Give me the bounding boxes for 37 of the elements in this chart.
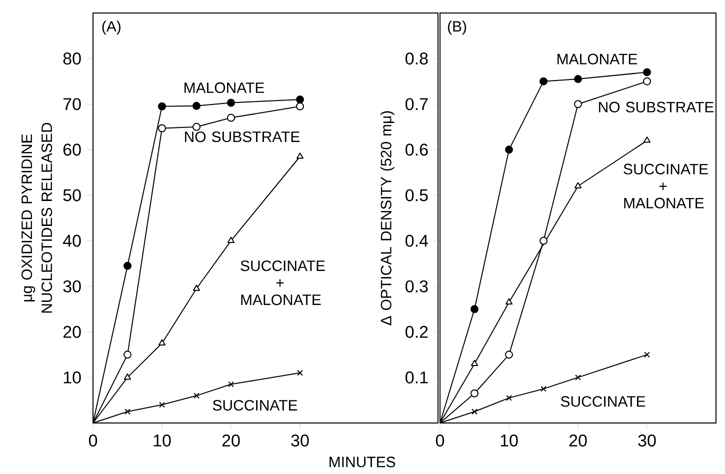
series-label: MALONATE: [184, 82, 264, 94]
y-tick-label: 40: [62, 234, 81, 247]
x-axis-title: MINUTES: [330, 456, 396, 468]
y-tick-label: 0.6: [406, 144, 428, 156]
series-label: NO SUBSTRATE: [599, 102, 714, 112]
y-tick-label: 0.1: [406, 371, 428, 384]
series-label: SUCCINATE: [560, 396, 646, 407]
chart-title: (A): [102, 20, 120, 35]
y-tick-label: 0.7: [406, 98, 428, 110]
chart-title: (B): [448, 20, 466, 35]
y-tick-label: 50: [63, 189, 81, 202]
x-tick-label: 10: [154, 434, 171, 447]
x-tick-label: 30: [291, 434, 309, 447]
x-tick-label: 0: [88, 434, 98, 447]
y-tick-label: 0.3: [406, 280, 428, 292]
y-tick-label: 0.8: [406, 52, 428, 65]
y-axis-title: μg OXIDIZED PYRIDINE NUCLEOTIDES RELEASED: [21, 122, 52, 313]
x-tick-label: 20: [222, 434, 240, 447]
y-tick-label: 20: [63, 326, 81, 338]
x-tick-label: 0: [436, 434, 444, 447]
y-tick-label: 10: [64, 371, 81, 384]
series-label: NO SUBSTRATE: [185, 131, 300, 142]
y-axis-title: Δ OPTICAL DENSITY (520 mμ): [380, 111, 394, 326]
y-tick-label: 0.5: [406, 189, 428, 202]
y-tick-label: 30: [63, 280, 81, 292]
x-tick-label: 30: [638, 434, 656, 447]
y-tick-label: 80: [63, 52, 81, 65]
series-label: MALONATE: [558, 54, 638, 64]
x-tick-label: 20: [569, 434, 587, 447]
series-label: SUCCINATE + MALONATE: [624, 164, 708, 208]
series-label: SUCCINATE: [212, 400, 298, 411]
y-tick-label: 0.2: [406, 326, 428, 338]
y-tick-label: 0.4: [406, 234, 428, 247]
series-label: SUCCINATE + MALONATE: [240, 260, 325, 306]
y-tick-label: 60: [63, 144, 81, 156]
x-tick-label: 10: [500, 434, 518, 447]
y-tick-label: 70: [63, 98, 81, 110]
